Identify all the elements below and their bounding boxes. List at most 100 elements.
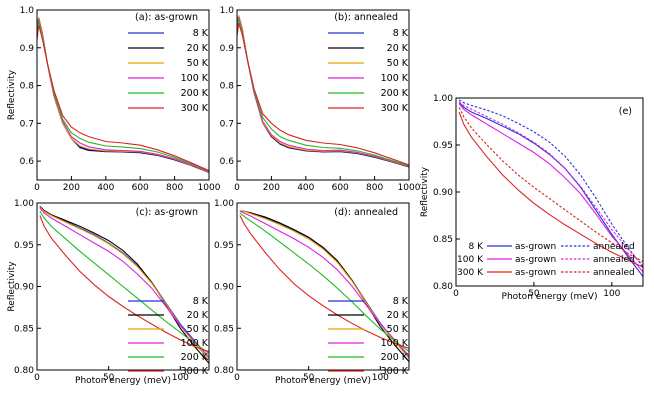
- x-tick-label: 800: [366, 183, 383, 193]
- panel-label: (a): as-grown: [135, 12, 198, 23]
- series-group: [237, 15, 409, 168]
- legend-label: 50 K: [187, 58, 209, 69]
- series-line-200-k: [239, 212, 409, 353]
- x-tick-label: 50: [103, 373, 115, 383]
- plot-frame: [236, 9, 410, 181]
- panel-a: 0 200 400 600 800 1000 0.6 0.7 0.8 0.9 1.0 Reflecti…: [7, 6, 221, 193]
- x-tick-label: 50: [528, 289, 540, 299]
- series-line-300-k-as-grown: [458, 111, 643, 268]
- series-group: [39, 205, 209, 364]
- series-line-100-k: [239, 210, 409, 357]
- x-tick-label: 1000: [398, 183, 421, 193]
- legend-label: 100 K: [381, 73, 409, 84]
- series-line-20-k: [39, 205, 209, 364]
- y-tick-label: 1.0: [20, 6, 35, 16]
- panel-label: (d): annealed: [334, 207, 398, 218]
- legend-label: 300 K: [381, 366, 409, 377]
- y-tick-label: 0.95: [214, 241, 234, 251]
- x-tick-label: 600: [132, 183, 149, 193]
- y-tick-label: 0.95: [14, 241, 34, 251]
- series-line-8-k-annealed: [458, 99, 643, 268]
- y-tick-label: 0.7: [20, 119, 34, 129]
- y-tick-label: 0.9: [20, 44, 35, 54]
- x-axis-label: Photon energy (meV): [502, 292, 598, 302]
- legend-label: 200 K: [181, 352, 209, 363]
- y-tick-label: 0.95: [433, 141, 453, 151]
- legend-temp: 300 K: [457, 268, 484, 278]
- legend-grown: as-grown: [515, 242, 556, 252]
- x-tick-label: 50: [303, 373, 315, 383]
- legend-temp: 100 K: [457, 255, 484, 265]
- y-tick-label: 0.90: [14, 283, 34, 293]
- legend-label: 20 K: [187, 310, 209, 321]
- x-tick-label: 100: [172, 373, 189, 383]
- y-tick-label: 0.6: [220, 157, 235, 167]
- series-line-20-k: [239, 210, 409, 362]
- y-tick-label: 0.90: [214, 283, 234, 293]
- legend-label: 100 K: [381, 338, 409, 349]
- y-tick-label: 1.00: [214, 199, 234, 209]
- legend-label: 8 K: [393, 28, 409, 39]
- x-tick-label: 800: [166, 183, 183, 193]
- y-tick-label: 0.85: [214, 324, 234, 334]
- series-line-50-k: [239, 210, 409, 359]
- legend-label: 20 K: [387, 43, 409, 54]
- legend-label: 20 K: [387, 310, 409, 321]
- x-tick-label: 400: [297, 183, 314, 193]
- y-tick-label: 0.9: [220, 44, 235, 54]
- panel-label: (b): annealed: [334, 12, 398, 23]
- y-axis-label: Reflectivity: [7, 69, 17, 120]
- panel-label: (c): as-grown: [136, 207, 198, 218]
- legend-annealed: annealed: [593, 268, 635, 278]
- series-line-300-k: [37, 24, 209, 172]
- legend-annealed: annealed: [593, 242, 635, 252]
- x-tick-label: 200: [63, 183, 80, 193]
- y-tick-label: 0.85: [433, 235, 453, 245]
- y-axis-label: Reflectivity: [7, 261, 17, 312]
- panel-d: 0 50 100 0.80 0.85 0.90 0.95 1.00 Photon energy …: [214, 199, 410, 386]
- series-line-200-k: [39, 211, 209, 354]
- series-line-100-k: [39, 207, 209, 358]
- legend-label: 200 K: [381, 88, 409, 99]
- x-tick-label: 200: [263, 183, 280, 193]
- series-line-300-k-annealed: [458, 107, 643, 263]
- x-tick-label: 0: [453, 289, 459, 299]
- legend-label: 50 K: [187, 324, 209, 335]
- legend-label: 200 K: [181, 88, 209, 99]
- series-line-300-k: [237, 23, 409, 166]
- legend-label: 50 K: [387, 324, 409, 335]
- x-axis-label: Photon energy (meV): [75, 376, 171, 386]
- legend-label: 100 K: [181, 73, 209, 84]
- x-tick-label: 400: [97, 183, 114, 193]
- legend-grown: as-grown: [515, 255, 556, 265]
- series-group: [458, 99, 643, 277]
- x-tick-label: 0: [234, 373, 240, 383]
- series-group: [37, 17, 209, 173]
- series-line-300-k: [239, 215, 409, 349]
- legend-label: 20 K: [187, 43, 209, 54]
- x-tick-label: 0: [34, 373, 40, 383]
- y-tick-label: 1.0: [220, 6, 235, 16]
- y-tick-label: 1.00: [433, 94, 453, 104]
- series-line-300-k: [39, 215, 209, 353]
- legend-label: 50 K: [387, 58, 409, 69]
- legend-label: 100 K: [181, 338, 209, 349]
- x-tick-label: 0: [34, 183, 40, 193]
- legend-grown: as-grown: [515, 268, 556, 278]
- series-group: [239, 210, 409, 362]
- panel-b: 0 200 400 600 800 1000 0.6 0.7 0.8 0.9 1.0 (b): ann…: [220, 6, 421, 193]
- x-tick-label: 600: [332, 183, 349, 193]
- panel-e: 0 50 100 0.80 0.85 0.90 0.95 1.00 Photon energy …: [420, 94, 644, 302]
- legend-temp: 8 K: [469, 242, 485, 252]
- panel-label: (e): [619, 106, 632, 117]
- panel-c: 0 50 100 0.80 0.85 0.90 0.95 1.00 Photon energy …: [7, 199, 210, 386]
- x-tick-label: 1000: [198, 183, 221, 193]
- y-tick-label: 0.8: [20, 82, 35, 92]
- y-tick-label: 0.90: [433, 188, 453, 198]
- series-line-8-k-as-grown: [458, 102, 643, 277]
- legend-label: 300 K: [181, 366, 209, 377]
- series-line-100-k-as-grown: [458, 103, 643, 273]
- x-tick-label: 100: [603, 289, 620, 299]
- x-tick-label: 0: [234, 183, 240, 193]
